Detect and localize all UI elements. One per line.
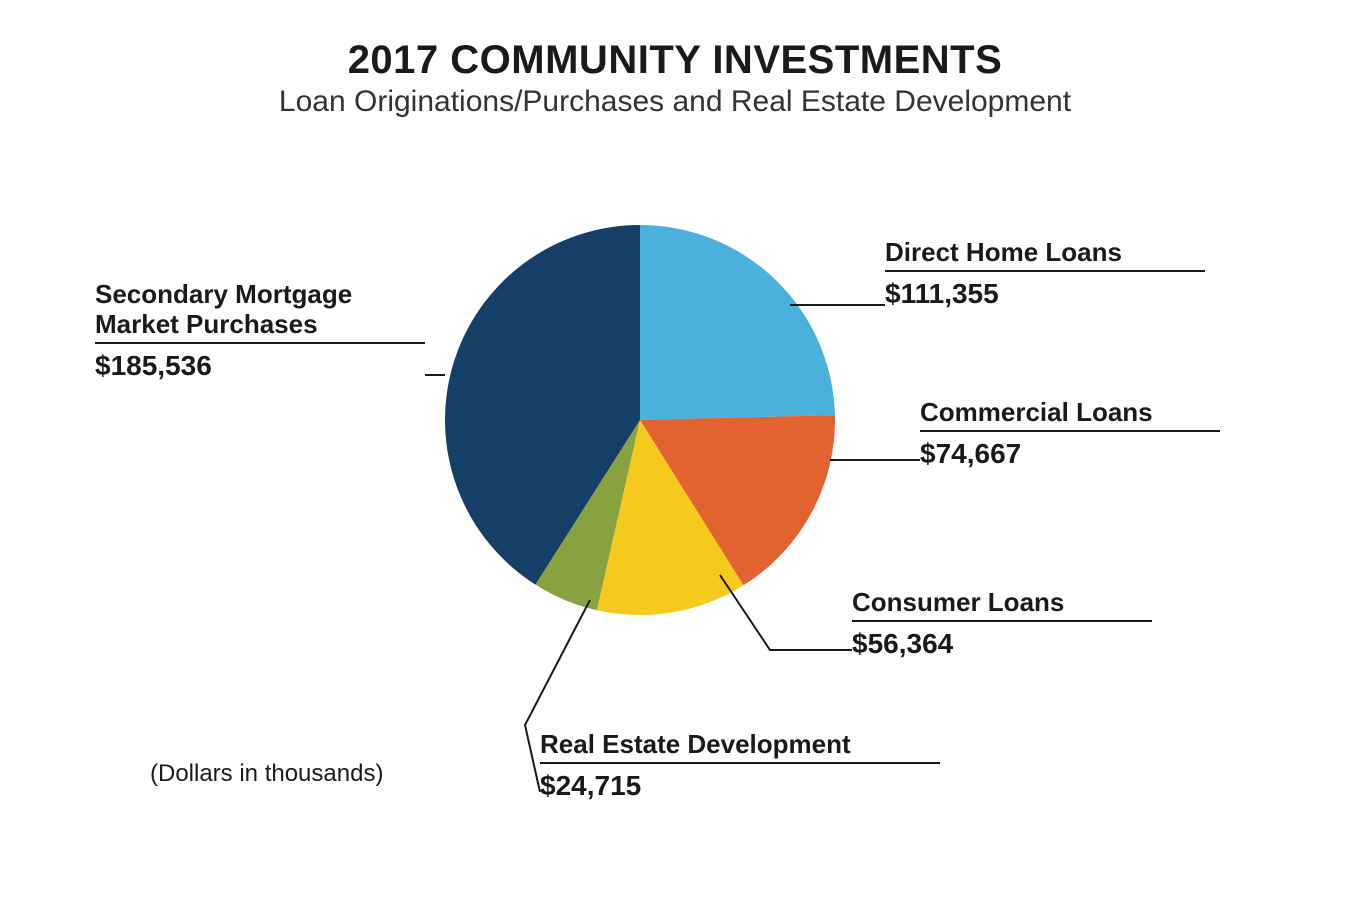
callout-value: $56,364 — [852, 622, 1152, 660]
pie-slice-direct_home — [640, 225, 835, 420]
callout-value: $24,715 — [540, 764, 940, 802]
callout-value: $185,536 — [95, 344, 425, 382]
chart-page: 2017 COMMUNITY INVESTMENTS Loan Originat… — [0, 0, 1350, 900]
footnote: (Dollars in thousands) — [150, 760, 383, 788]
callout-value: $74,667 — [920, 432, 1220, 470]
callout-commercial: Commercial Loans$74,667 — [920, 398, 1220, 470]
callout-label: Consumer Loans — [852, 588, 1152, 620]
chart-subtitle: Loan Originations/Purchases and Real Est… — [0, 85, 1350, 119]
callout-label: Direct Home Loans — [885, 238, 1205, 270]
callout-consumer: Consumer Loans$56,364 — [852, 588, 1152, 660]
callout-label: Real Estate Development — [540, 730, 940, 762]
callout-label: Secondary MortgageMarket Purchases — [95, 280, 425, 342]
callout-direct_home: Direct Home Loans$111,355 — [885, 238, 1205, 310]
callout-real_estate: Real Estate Development$24,715 — [540, 730, 940, 802]
callout-label: Commercial Loans — [920, 398, 1220, 430]
chart-title: 2017 COMMUNITY INVESTMENTS — [0, 38, 1350, 83]
callout-secondary: Secondary MortgageMarket Purchases$185,5… — [95, 280, 425, 382]
callout-value: $111,355 — [885, 272, 1205, 310]
pie-chart — [445, 225, 835, 615]
title-block: 2017 COMMUNITY INVESTMENTS Loan Originat… — [0, 38, 1350, 119]
